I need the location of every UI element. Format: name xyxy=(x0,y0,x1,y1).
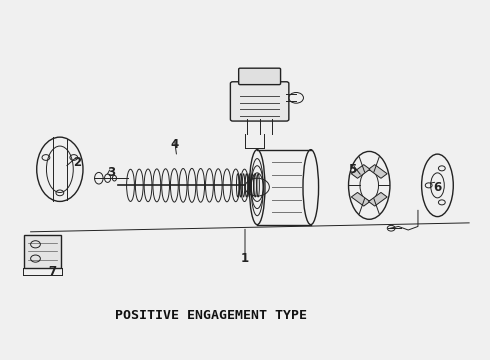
FancyBboxPatch shape xyxy=(230,82,289,121)
Text: 2: 2 xyxy=(73,156,81,168)
Text: POSITIVE ENGAGEMENT TYPE: POSITIVE ENGAGEMENT TYPE xyxy=(115,309,307,322)
Bar xyxy=(368,193,387,206)
FancyBboxPatch shape xyxy=(24,235,61,267)
Text: 5: 5 xyxy=(348,163,356,176)
Text: 6: 6 xyxy=(433,181,441,194)
Bar xyxy=(351,165,370,178)
FancyBboxPatch shape xyxy=(239,68,281,85)
Text: 7: 7 xyxy=(49,265,57,278)
Text: 4: 4 xyxy=(170,138,178,151)
Bar xyxy=(368,165,387,178)
Text: 3: 3 xyxy=(107,166,115,179)
Text: 1: 1 xyxy=(241,252,249,265)
Bar xyxy=(351,193,370,206)
